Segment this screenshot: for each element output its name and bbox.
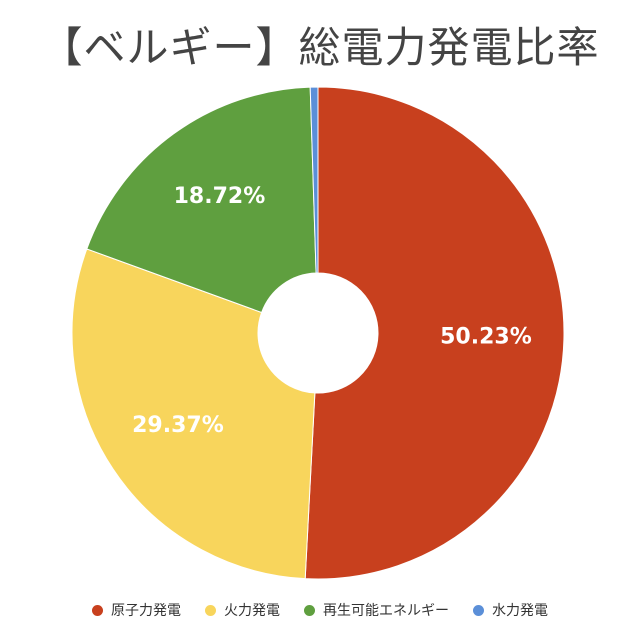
legend-label-hydro: 水力発電	[492, 603, 548, 619]
slice-nuclear	[304, 86, 565, 580]
legend-swatch-renewable	[304, 604, 315, 616]
legend: 原子力発電 火力発電 再生可能エネルギー 水力発電	[0, 600, 640, 620]
legend-swatch-thermal	[205, 604, 216, 616]
legend-item-renewable: 再生可能エネルギー	[304, 600, 449, 620]
legend-swatch-nuclear	[92, 604, 103, 616]
slice-label-thermal: 29.37%	[132, 413, 224, 438]
legend-label-nuclear: 原子力発電	[111, 603, 181, 619]
legend-label-thermal: 火力発電	[224, 603, 280, 619]
slice-renewable	[86, 86, 317, 314]
slice-hydro	[309, 86, 319, 274]
slices-group	[71, 86, 565, 580]
slice-label-nuclear: 50.23%	[440, 324, 532, 349]
slice-thermal	[71, 248, 316, 580]
legend-swatch-hydro	[473, 604, 484, 616]
chart-title: 【ベルギー】総電力発電比率	[40, 23, 600, 72]
legend-label-renewable: 再生可能エネルギー	[323, 603, 449, 619]
legend-item-nuclear: 原子力発電	[92, 600, 181, 620]
labels-group: 50.23% 29.37% 18.72%	[132, 184, 532, 438]
legend-item-thermal: 火力発電	[205, 600, 280, 620]
legend-item-hydro: 水力発電	[473, 600, 548, 620]
slice-label-renewable: 18.72%	[174, 184, 266, 209]
